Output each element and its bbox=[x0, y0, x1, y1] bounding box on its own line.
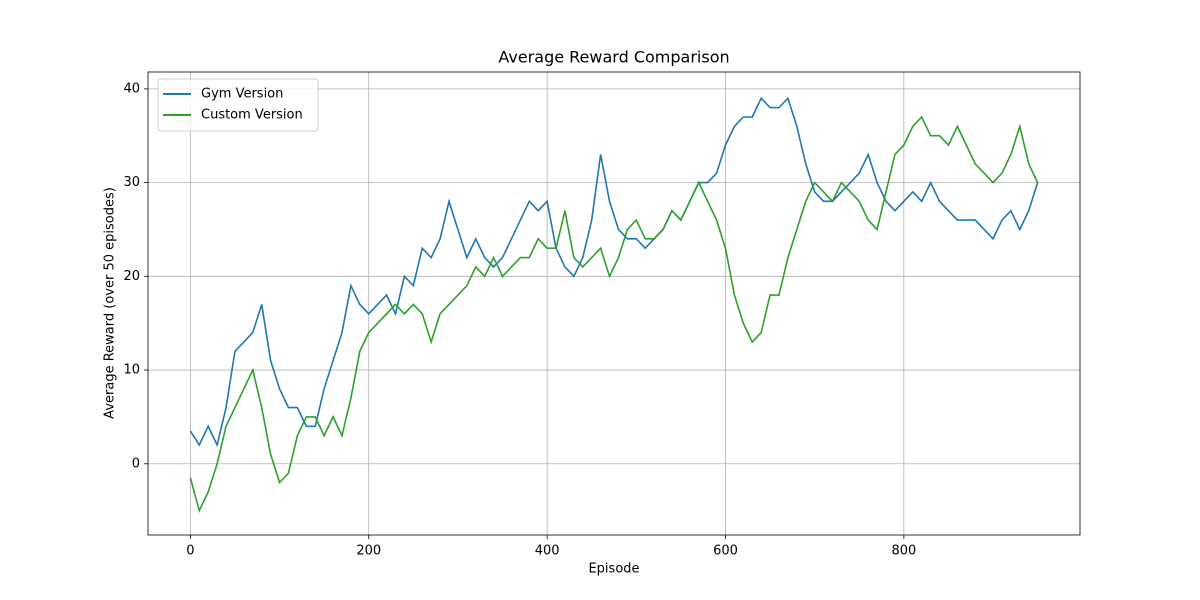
x-tick-label: 600 bbox=[713, 544, 738, 559]
y-tick-label: 10 bbox=[123, 363, 140, 378]
legend-box bbox=[157, 78, 319, 132]
y-axis-label: Average Reward (over 50 episodes) bbox=[103, 187, 118, 419]
x-tick-label: 400 bbox=[535, 544, 560, 559]
y-tick-label: 20 bbox=[123, 269, 140, 284]
data-line bbox=[189, 96, 1039, 448]
chart-title: Average Reward Comparison bbox=[498, 48, 729, 67]
x-tick-label: 200 bbox=[356, 544, 381, 559]
y-tick-label: 0 bbox=[132, 456, 140, 471]
y-tick-label: 30 bbox=[123, 175, 140, 190]
legend-label: Gym Version bbox=[201, 87, 283, 102]
x-tick-label: 0 bbox=[186, 544, 194, 559]
plot-frame bbox=[147, 71, 1081, 536]
legend-label: Custom Version bbox=[201, 108, 303, 123]
data-line bbox=[189, 115, 1039, 513]
x-axis-label: Episode bbox=[588, 562, 639, 577]
y-tick-label: 40 bbox=[123, 81, 140, 96]
x-tick-label: 800 bbox=[891, 544, 916, 559]
